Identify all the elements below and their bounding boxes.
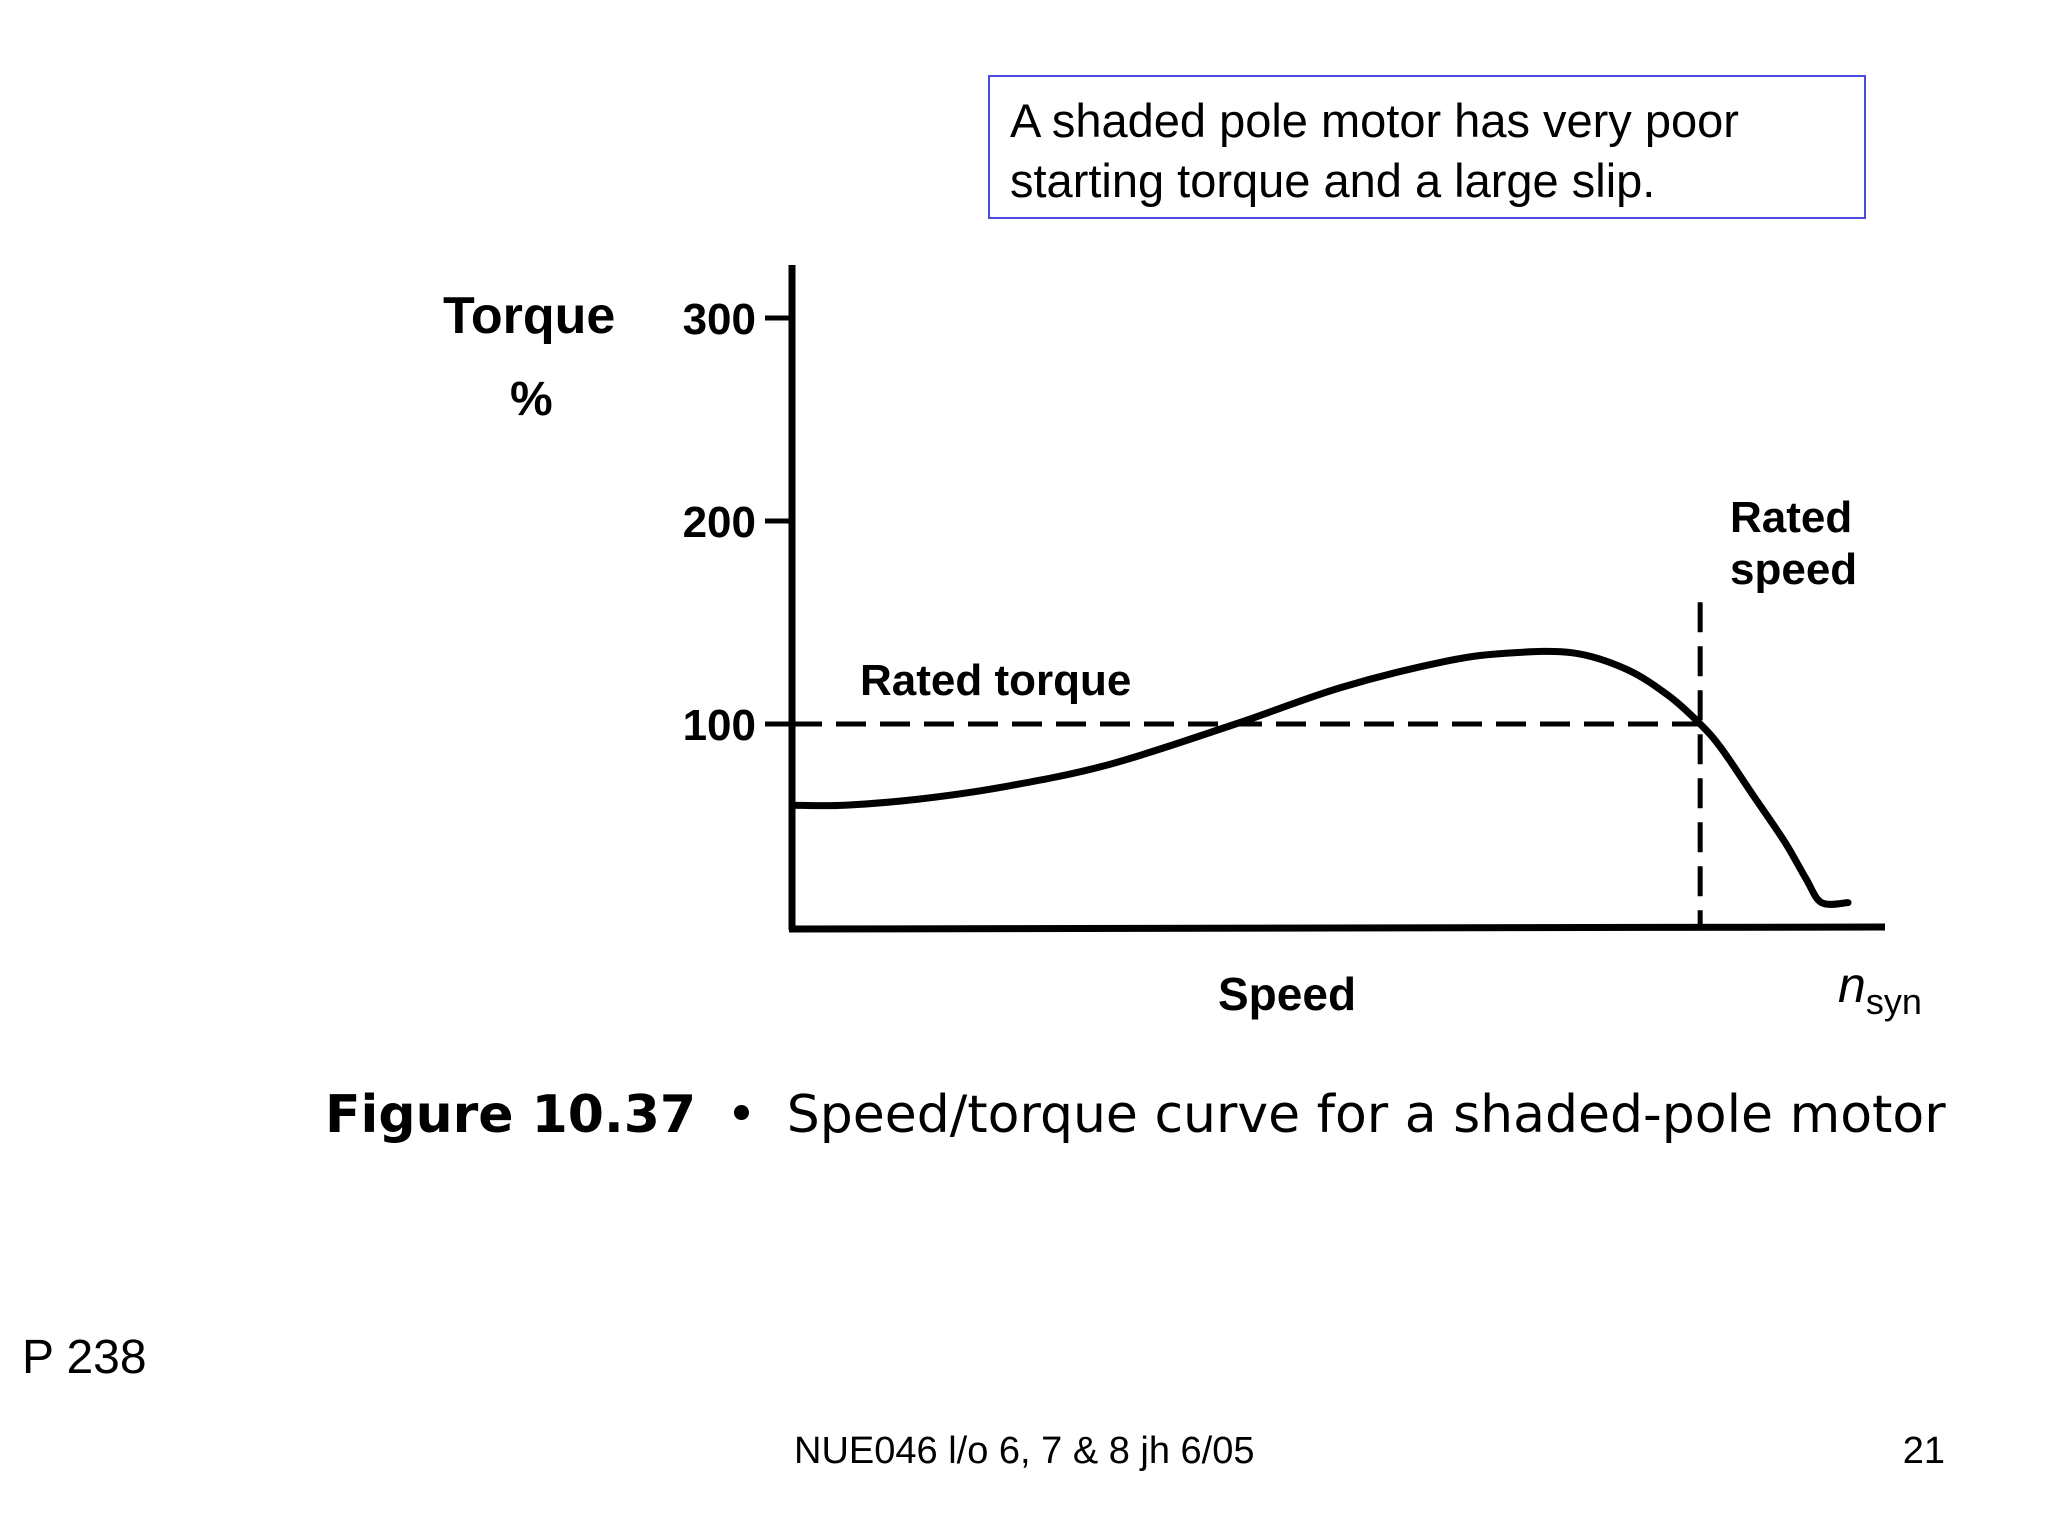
- slide-number: 21: [1902, 1430, 1945, 1472]
- y-tick-labels: 100 200 300: [683, 295, 756, 750]
- callout-line-1: A shaded pole motor has very poor: [1010, 94, 1739, 147]
- rated-speed-label-line-2: speed: [1730, 545, 1857, 594]
- torque-curve: [788, 647, 1852, 908]
- figure-caption: Figure 10.37 • Speed/torque curve for a sh…: [325, 1085, 1946, 1145]
- x-axis: [788, 923, 1886, 933]
- x-axis-end-label: nsyn: [1838, 957, 1922, 1022]
- callout-line-2: starting torque and a large slip.: [1010, 154, 1656, 207]
- y-ticks: [765, 315, 792, 727]
- footer-text: NUE046 l/o 6, 7 & 8 jh 6/05: [794, 1430, 1255, 1472]
- x-axis-end-label-sub: syn: [1866, 981, 1922, 1022]
- y-axis-label-torque: Torque: [443, 287, 615, 345]
- callout-box: A shaded pole motor has very poor starti…: [988, 75, 1866, 219]
- caption-bullet: •: [726, 1085, 757, 1145]
- page-reference: P 238: [22, 1331, 147, 1384]
- rated-speed-label-line-1: Rated: [1730, 493, 1852, 542]
- x-axis-end-label-main: n: [1838, 957, 1866, 1013]
- figure-label: Figure 10.37: [325, 1085, 697, 1145]
- y-tick-label-200: 200: [683, 498, 756, 547]
- y-axis-label-unit: %: [510, 373, 553, 426]
- caption-text: Speed/torque curve for a shaded-pole mot…: [786, 1085, 1946, 1145]
- x-axis-label: Speed: [1218, 968, 1356, 1020]
- rated-torque-label: Rated torque: [860, 656, 1131, 705]
- y-tick-label-100: 100: [683, 701, 756, 750]
- y-tick-label-300: 300: [683, 295, 756, 344]
